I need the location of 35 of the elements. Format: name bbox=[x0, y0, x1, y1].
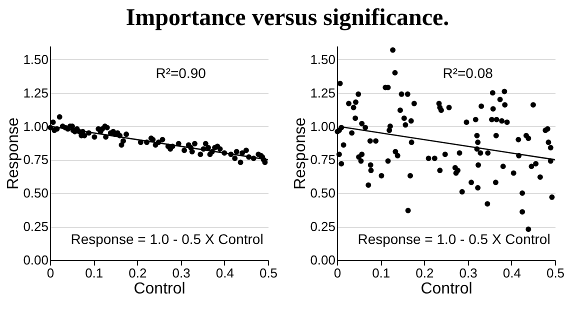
y-tick-label: 0.50 bbox=[310, 186, 336, 201]
y-tick-label: 0.00 bbox=[23, 252, 48, 268]
y-tick-label: 1.50 bbox=[23, 52, 48, 67]
y-tick-label: 0.75 bbox=[23, 152, 48, 168]
x-tick-label: 0.4 bbox=[502, 266, 521, 280]
annotation: Response = 1.0 - 0.5 X Control bbox=[70, 231, 264, 247]
x-tick-label: 0.1 bbox=[85, 266, 104, 280]
annotation: R²=0.08 bbox=[442, 65, 494, 81]
x-tick-label: 0.2 bbox=[128, 266, 147, 280]
annotation: R²=0.90 bbox=[156, 65, 206, 81]
x-tick-label: 0 bbox=[334, 266, 342, 280]
y-axis-title: Response bbox=[292, 117, 310, 190]
y-tick-label: 0.50 bbox=[23, 186, 48, 201]
y-tick-label: 1.25 bbox=[310, 85, 336, 100]
y-tick-label: 0.00 bbox=[310, 252, 336, 268]
y-tick-label: 0.25 bbox=[310, 219, 336, 234]
y-tick-label: 0.75 bbox=[310, 152, 336, 168]
x-tick-label: 0.5 bbox=[259, 266, 278, 280]
y-tick-label: 1.50 bbox=[310, 52, 336, 67]
y-tick-label: 0.25 bbox=[23, 219, 48, 234]
x-axis-title: Control bbox=[420, 280, 472, 298]
x-tick-label: 0.3 bbox=[459, 266, 478, 280]
x-tick-label: 0.1 bbox=[372, 266, 390, 280]
y-axis-title: Response bbox=[5, 117, 22, 190]
x-tick-label: 0.2 bbox=[416, 266, 434, 280]
y-tick-label: 1.25 bbox=[23, 85, 48, 100]
x-tick-label: 0 bbox=[46, 266, 54, 280]
annotation: Response = 1.0 - 0.5 X Control bbox=[358, 231, 550, 247]
x-tick-label: 0.4 bbox=[216, 266, 234, 280]
x-tick-label: 0.5 bbox=[546, 266, 565, 280]
chart-title: Importance versus significance. bbox=[124, 4, 450, 33]
y-tick-label: 1.00 bbox=[23, 118, 48, 134]
x-tick-label: 0.3 bbox=[172, 266, 190, 280]
x-axis-title: Control bbox=[134, 280, 186, 298]
y-tick-label: 1.00 bbox=[310, 118, 336, 134]
